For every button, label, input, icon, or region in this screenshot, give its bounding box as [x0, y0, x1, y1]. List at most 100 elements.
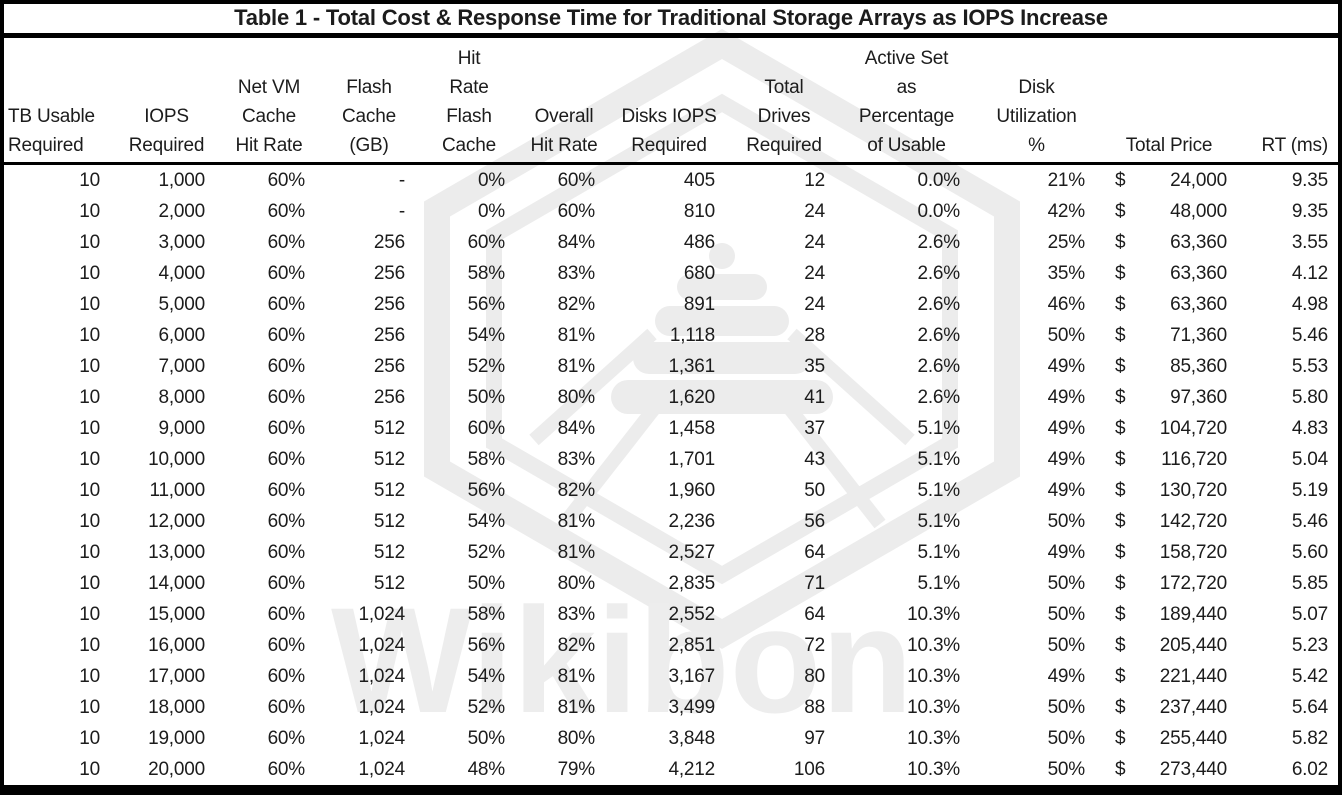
- currency-symbol: $: [1115, 418, 1126, 439]
- cell-active-set-pct-usable: 2.6%: [917, 263, 960, 284]
- cell-tb-usable-required: 10: [79, 759, 100, 780]
- cell-disk-utilization-pct: 50%: [1047, 697, 1086, 718]
- cell-disks-iops-required: 3,167: [668, 666, 715, 687]
- column-header-active-set-pct-usable: Active Set as Percentage of Usable: [839, 38, 974, 162]
- cell-rt-ms: 5.46: [1291, 511, 1328, 532]
- price-amount: 205,440: [1159, 635, 1227, 656]
- table-body: 10 1,000 60% -0% 60% 405 12 0.0% 21% $24,000 9.35 1…: [4, 165, 1338, 785]
- price-amount: 130,720: [1159, 480, 1227, 501]
- cell-flash-cache-gb: 1,024: [358, 759, 405, 780]
- cell-disk-utilization-pct: 49%: [1047, 542, 1086, 563]
- cell-total-price: $130,720: [1099, 475, 1239, 506]
- cell-net-vm-cache-hit-rate: 60%: [267, 170, 306, 191]
- cell-iops-required: 6,000: [158, 325, 205, 346]
- price-amount: 237,440: [1159, 697, 1227, 718]
- cell-disk-utilization-pct: 50%: [1047, 511, 1086, 532]
- cell-iops-required: 2,000: [158, 201, 205, 222]
- cell-net-vm-cache-hit-rate: 60%: [267, 728, 306, 749]
- cell-flash-cache-gb: 1,024: [358, 697, 405, 718]
- currency-symbol: $: [1115, 232, 1126, 253]
- cell-rt-ms: 5.64: [1291, 697, 1328, 718]
- cell-flash-cache-gb: 256: [373, 294, 405, 315]
- cell-active-set-pct-usable: 5.1%: [917, 480, 960, 501]
- header-line: Cache: [442, 135, 496, 156]
- column-header-tb-usable-required: TB Usable Required: [4, 38, 114, 162]
- cell-iops-required: 14,000: [148, 573, 205, 594]
- cell-rt-ms: 6.02: [1291, 759, 1328, 780]
- price-amount: 63,360: [1170, 294, 1227, 315]
- cell-net-vm-cache-hit-rate: 60%: [267, 201, 306, 222]
- currency-symbol: $: [1115, 201, 1126, 222]
- cell-total-price: $85,360: [1099, 351, 1239, 382]
- cell-total-price: $24,000: [1099, 165, 1239, 196]
- table-row: 10 20,000 60% 1,024 48% 79% 4,212 106 10.3% 50% $2…: [4, 754, 1338, 785]
- cell-total-drives-required: 43: [804, 449, 825, 470]
- cell-total-price: $273,440: [1099, 754, 1239, 785]
- cell-flash-cache-gb: 1,024: [358, 666, 405, 687]
- cell-total-price: $221,440: [1099, 661, 1239, 692]
- currency-symbol: $: [1115, 480, 1126, 501]
- header-line: %: [1028, 135, 1045, 156]
- header-line: RT (ms): [1261, 135, 1328, 156]
- price-amount: 97,360: [1170, 387, 1227, 408]
- cell-net-vm-cache-hit-rate: 60%: [267, 418, 306, 439]
- cell-active-set-pct-usable: 2.6%: [917, 356, 960, 377]
- header-line: Cache: [342, 106, 396, 127]
- table-row: 10 10,000 60% 512 58% 83% 1,701 43 5.1% 49% $116,7…: [4, 444, 1338, 475]
- cell-disk-utilization-pct: 49%: [1047, 449, 1086, 470]
- table-row: 10 14,000 60% 512 50% 80% 2,835 71 5.1% 50% $172,7…: [4, 568, 1338, 599]
- cell-rt-ms: 4.12: [1291, 263, 1328, 284]
- cell-disks-iops-required: 2,527: [668, 542, 715, 563]
- cell-tb-usable-required: 10: [79, 387, 100, 408]
- price-amount: 24,000: [1170, 170, 1227, 191]
- price-amount: 85,360: [1170, 356, 1227, 377]
- cell-tb-usable-required: 10: [79, 232, 100, 253]
- cell-overall-hit-rate: 80%: [557, 728, 596, 749]
- cell-disk-utilization-pct: 46%: [1047, 294, 1086, 315]
- cell-total-drives-required: 24: [804, 201, 825, 222]
- column-header-hit-rate-flash-cache: Hit Rate Flash Cache: [419, 38, 519, 162]
- cell-active-set-pct-usable: 0.0%: [917, 170, 960, 191]
- cell-iops-required: 1,000: [158, 170, 205, 191]
- cell-total-drives-required: 12: [804, 170, 825, 191]
- cell-disks-iops-required: 3,848: [668, 728, 715, 749]
- cell-tb-usable-required: 10: [79, 542, 100, 563]
- column-header-disks-iops-required: Disks IOPS Required: [609, 38, 729, 162]
- currency-symbol: $: [1115, 635, 1126, 656]
- cell-total-drives-required: 24: [804, 294, 825, 315]
- cell-active-set-pct-usable: 0.0%: [917, 201, 960, 222]
- cell-disks-iops-required: 486: [683, 232, 715, 253]
- column-header-disk-utilization-pct: Disk Utilization%: [974, 38, 1099, 162]
- currency-symbol: $: [1115, 356, 1126, 377]
- cell-flash-cache-gb: 256: [373, 325, 405, 346]
- cell-total-price: $71,360: [1099, 320, 1239, 351]
- currency-symbol: $: [1115, 666, 1126, 687]
- cell-hit-rate-flash-cache: 52%: [467, 697, 506, 718]
- cell-net-vm-cache-hit-rate: 60%: [267, 759, 306, 780]
- table-row: 10 17,000 60% 1,024 54% 81% 3,167 80 10.3% 49% $22…: [4, 661, 1338, 692]
- cell-tb-usable-required: 10: [79, 635, 100, 656]
- cell-total-drives-required: 88: [804, 697, 825, 718]
- cell-rt-ms: 5.42: [1291, 666, 1328, 687]
- cell-active-set-pct-usable: 5.1%: [917, 511, 960, 532]
- cell-tb-usable-required: 10: [79, 480, 100, 501]
- cell-flash-cache-gb: 512: [373, 542, 405, 563]
- column-header-flash-cache-gb: Flash Cache (GB): [319, 38, 419, 162]
- price-amount: 63,360: [1170, 232, 1227, 253]
- cell-hit-rate-flash-cache: 50%: [467, 573, 506, 594]
- cell-tb-usable-required: 10: [79, 201, 100, 222]
- price-amount: 158,720: [1159, 542, 1227, 563]
- cell-overall-hit-rate: 83%: [557, 604, 596, 625]
- cell-disk-utilization-pct: 25%: [1047, 232, 1086, 253]
- header-line: Drives: [757, 106, 811, 127]
- currency-symbol: $: [1115, 542, 1126, 563]
- header-line: Hit: [457, 48, 481, 69]
- cell-overall-hit-rate: 80%: [557, 573, 596, 594]
- cell-hit-rate-flash-cache: 48%: [467, 759, 506, 780]
- cell-tb-usable-required: 10: [79, 170, 100, 191]
- cell-total-drives-required: 37: [804, 418, 825, 439]
- table-row: 10 6,000 60% 256 54% 81% 1,118 28 2.6% 50% $71,360…: [4, 320, 1338, 351]
- cell-net-vm-cache-hit-rate: 60%: [267, 573, 306, 594]
- column-header-rt-ms: RT (ms): [1239, 38, 1338, 162]
- cell-total-drives-required: 106: [793, 759, 825, 780]
